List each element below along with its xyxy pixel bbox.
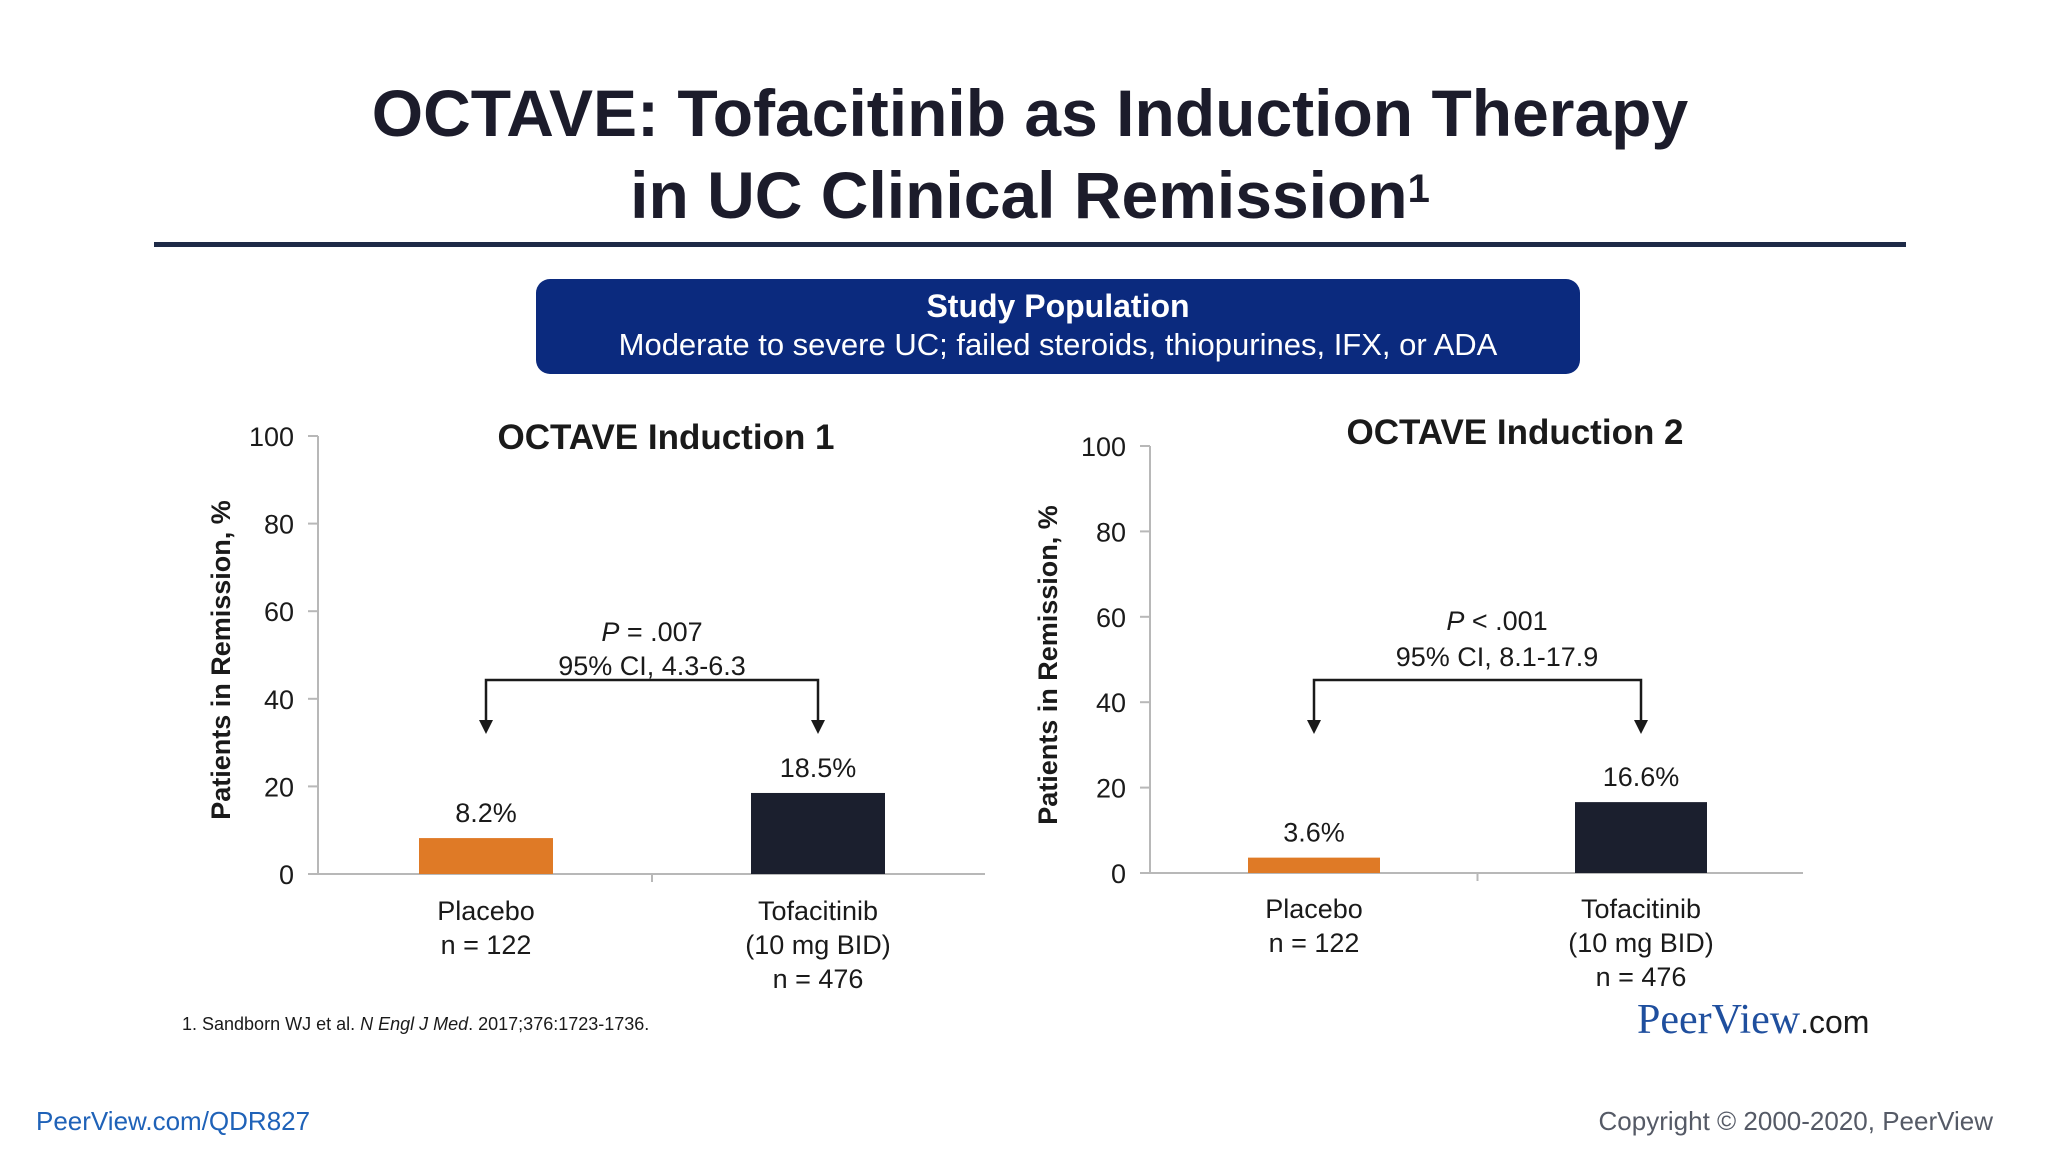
chart1-bracket-arrow-2 [811, 720, 825, 734]
chart2-comparison-bracket [1312, 678, 1643, 722]
footnote-citation: . 2017;376:1723-1736. [468, 1014, 650, 1034]
chart2-category-label-placebo-1: Placebo [1265, 894, 1363, 924]
footnote-authors: 1. Sandborn WJ et al. [182, 1014, 361, 1034]
logo-dotcom: .com [1800, 1004, 1870, 1040]
chart1-category-label-placebo-1: Placebo [437, 896, 535, 926]
chart2-category-label-tofacitinib-2: (10 mg BID) [1568, 928, 1714, 958]
chart2-category-label-placebo-2: n = 122 [1269, 928, 1360, 958]
chart1-y-tick-label-60: 60 [264, 597, 294, 627]
chart2-title: OCTAVE Induction 2 [1346, 413, 1683, 452]
chart2-bar-tofacitinib [1575, 802, 1707, 873]
chart2-y-axis-label: Patients in Remission, % [1033, 505, 1063, 825]
chart1-value-label-tofacitinib: 18.5% [780, 753, 857, 783]
chart1-value-label-placebo: 8.2% [455, 798, 517, 828]
chart1-y-tick-label-20: 20 [264, 772, 294, 802]
peerview-link[interactable]: PeerView.com/QDR827 [36, 1106, 311, 1136]
title-reference: 1 [1407, 167, 1430, 211]
chart2-y-tick-label-20: 20 [1096, 774, 1126, 804]
chart1-title: OCTAVE Induction 1 [497, 418, 834, 457]
chart2-value-label-placebo: 3.6% [1283, 818, 1345, 848]
title-divider [154, 242, 1906, 247]
title-line-1: OCTAVE: Tofacitinib as Induction Therapy [371, 76, 1689, 150]
chart2-y-tick-label-60: 60 [1096, 603, 1126, 633]
chart1-comparison-bracket [484, 678, 820, 722]
chart1-p-value-symbol: P [601, 617, 619, 647]
chart1-bar-tofacitinib [751, 792, 885, 874]
chart2-p-value-symbol: P [1446, 606, 1464, 636]
copyright-notice: Copyright © 2000-2020, PeerView [1598, 1106, 1993, 1136]
chart2-category-label-tofacitinib-3: n = 476 [1596, 962, 1687, 992]
chart1-category-label-tofacitinib-1: Tofacitinib [758, 896, 878, 926]
chart2-category-label-tofacitinib-1: Tofacitinib [1581, 894, 1701, 924]
chart2-bar-placebo [1248, 857, 1380, 873]
chart2-p-value: P < .001 [1446, 606, 1547, 636]
logo-view: View [1711, 997, 1801, 1043]
logo-peer: Peer [1637, 997, 1712, 1043]
title-line-2: in UC Clinical Remission1 [120, 154, 1940, 236]
chart2-y-tick-label-40: 40 [1096, 688, 1126, 718]
footnote-journal: N Engl J Med [360, 1014, 469, 1034]
chart1-p-value-text: = .007 [619, 617, 702, 647]
chart1-y-tick-label-80: 80 [264, 510, 294, 540]
chart2-y-tick-label-0: 0 [1111, 859, 1126, 889]
study-population-description: Moderate to severe UC; failed steroids, … [618, 327, 1498, 362]
chart2-bracket-arrow-2 [1634, 720, 1648, 734]
chart1-category-label-placebo-2: n = 122 [441, 930, 532, 960]
chart1-confidence-interval: 95% CI, 4.3-6.3 [558, 651, 746, 681]
chart2-confidence-interval: 95% CI, 8.1-17.9 [1396, 642, 1599, 672]
peerview-logo: PeerView.com [1637, 996, 1869, 1044]
chart2-y-tick-label-80: 80 [1096, 517, 1126, 547]
study-population-title: Study Population [926, 288, 1190, 324]
study-population-box: Study Population Moderate to severe UC; … [536, 279, 1580, 374]
chart1-bar-placebo [419, 838, 553, 874]
chart2-y-tick-label-100: 100 [1081, 432, 1126, 462]
chart1-category-label-tofacitinib-3: n = 476 [773, 964, 864, 994]
chart1-bracket-arrow-1 [479, 720, 493, 734]
chart1-y-tick-label-0: 0 [279, 860, 294, 890]
chart1-category-label-tofacitinib-2: (10 mg BID) [745, 930, 891, 960]
chart2-bracket-arrow-1 [1307, 720, 1321, 734]
chart1-p-value: P = .007 [601, 617, 702, 647]
chart2-value-label-tofacitinib: 16.6% [1603, 762, 1680, 792]
title-line-2-text: in UC Clinical Remission [630, 158, 1408, 232]
footnote: 1. Sandborn WJ et al. N Engl J Med. 2017… [182, 1014, 649, 1035]
slide-title: OCTAVE: Tofacitinib as Induction Therapy… [120, 72, 1940, 236]
chart1-y-tick-label-100: 100 [249, 422, 294, 452]
chart1-y-axis-label: Patients in Remission, % [206, 500, 236, 820]
chart1-y-tick-label-40: 40 [264, 685, 294, 715]
chart2-p-value-text: < .001 [1464, 606, 1547, 636]
